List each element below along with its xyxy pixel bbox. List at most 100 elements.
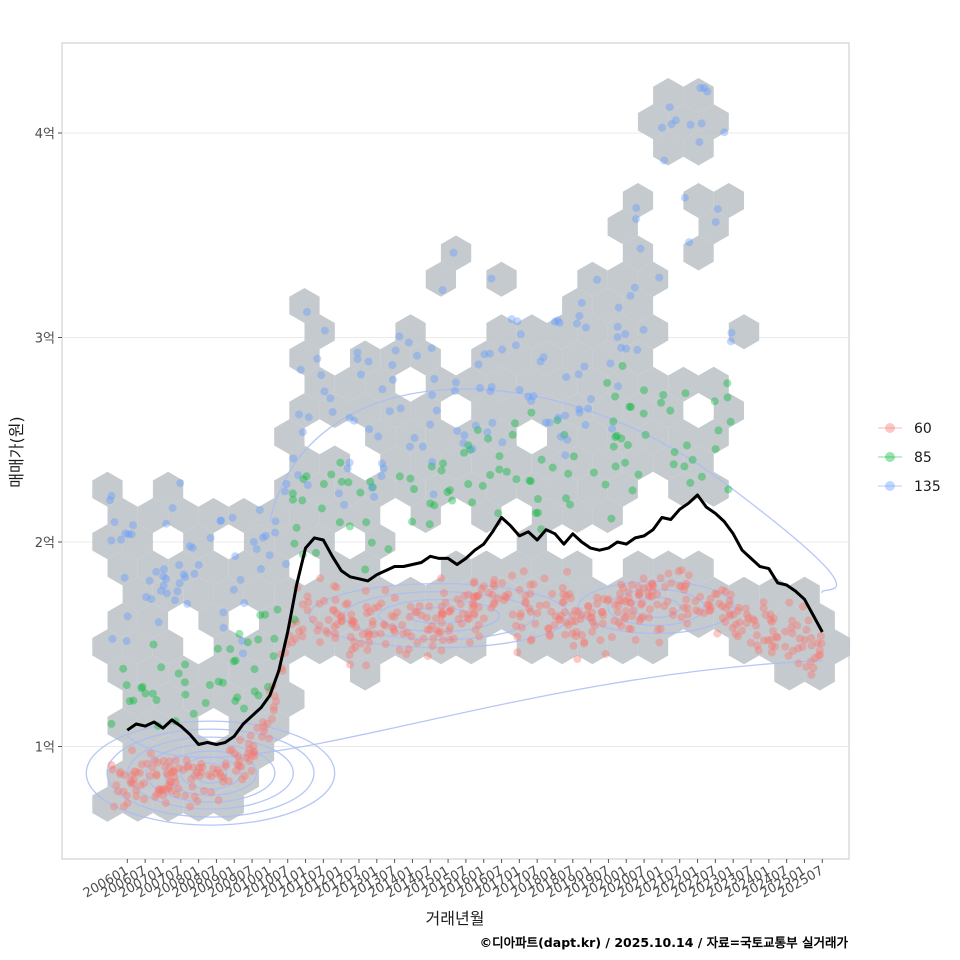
point-60 [601, 650, 610, 659]
hexbin-cell [228, 760, 259, 796]
hexbin-cell [622, 183, 654, 218]
point-135 [608, 424, 617, 433]
hexbin-cell [243, 524, 275, 560]
point-135 [562, 373, 571, 382]
point-85 [609, 417, 618, 426]
point-135 [328, 408, 337, 416]
point-85 [478, 481, 487, 490]
point-60 [526, 636, 535, 645]
point-135 [365, 425, 374, 434]
point-60 [143, 759, 152, 768]
point-60 [587, 608, 596, 617]
point-60 [563, 567, 572, 576]
point-60 [361, 586, 370, 595]
point-60 [425, 602, 434, 611]
point-60 [802, 625, 811, 634]
hexbin-cell [516, 471, 547, 507]
point-60 [212, 769, 220, 778]
hexbin-cell [637, 366, 669, 402]
point-135 [175, 579, 184, 588]
hexbin-cell [501, 393, 532, 428]
hexbin-cell [350, 655, 381, 691]
point-60 [437, 611, 446, 620]
hexbin-cell [683, 235, 714, 271]
point-60 [245, 745, 254, 754]
point-60 [357, 639, 366, 648]
point-60 [615, 596, 624, 605]
point-85 [437, 466, 446, 475]
point-60 [735, 618, 744, 627]
point-60 [711, 589, 720, 598]
point-135 [320, 326, 329, 335]
hexbin-cell [334, 366, 366, 402]
point-60 [433, 626, 442, 635]
point-60 [304, 598, 313, 607]
point-135 [116, 535, 125, 544]
point-135 [152, 567, 161, 576]
hexbin-cell [683, 78, 714, 113]
point-60 [468, 603, 477, 612]
point-85 [122, 681, 131, 690]
hexbin-cell [395, 471, 426, 507]
point-135 [563, 435, 572, 444]
point-135 [108, 634, 117, 643]
point-135 [561, 411, 570, 420]
point-85 [261, 610, 270, 619]
point-60 [499, 596, 508, 605]
point-60 [164, 771, 173, 780]
point-135 [320, 387, 329, 396]
point-60 [721, 603, 730, 612]
point-85 [119, 664, 128, 673]
point-60 [725, 596, 734, 605]
point-60 [165, 777, 174, 786]
point-60 [349, 617, 358, 626]
point-85 [553, 416, 562, 425]
point-60 [156, 785, 165, 794]
point-60 [798, 643, 807, 651]
hexbin-cell [304, 524, 335, 560]
hexbin-cell [168, 760, 199, 796]
point-60 [154, 785, 163, 794]
point-85 [626, 403, 635, 411]
point-60 [634, 582, 643, 591]
point-60 [246, 731, 255, 740]
point-60 [769, 614, 778, 623]
hexbin-cell [92, 524, 123, 560]
hexbin-cell [289, 498, 320, 533]
point-85 [181, 690, 190, 699]
hexbin-cell [471, 393, 502, 428]
point-60 [721, 618, 730, 626]
point-60 [132, 768, 141, 776]
point-60 [610, 616, 619, 625]
hexbin-cell [486, 261, 517, 297]
point-85 [327, 470, 336, 479]
point-60 [345, 650, 354, 659]
caption: ©디아파트(dapt.kr) / 2025.10.14 / 자료=국토교통부 실… [480, 935, 849, 950]
contour-ring-late [631, 596, 681, 619]
point-60 [348, 645, 357, 654]
hexbin-cell [577, 419, 608, 455]
hexbin-cell [531, 603, 563, 638]
point-135 [127, 530, 136, 539]
point-60 [624, 624, 633, 633]
point-60 [738, 626, 747, 635]
hexbin-cell [456, 366, 487, 402]
point-60 [706, 606, 715, 615]
point-85 [250, 687, 259, 696]
point-60 [313, 626, 322, 635]
point-85 [254, 635, 263, 644]
hexbin-cell [425, 629, 456, 665]
point-60 [721, 587, 730, 596]
hexbin-cell [486, 419, 517, 455]
point-135 [575, 312, 584, 320]
hexbin-cell [350, 340, 381, 376]
point-60 [614, 601, 623, 610]
point-135 [555, 318, 564, 327]
point-60 [437, 574, 446, 583]
hexbin-cell [653, 78, 684, 113]
point-85 [319, 480, 328, 488]
point-60 [445, 607, 454, 616]
hexbin-cell [350, 498, 381, 533]
point-135 [711, 218, 720, 226]
